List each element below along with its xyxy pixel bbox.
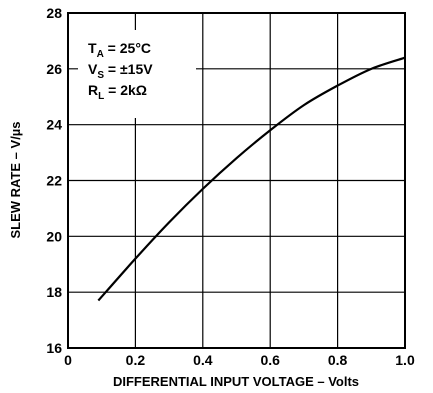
- y-tick-label: 20: [46, 228, 62, 244]
- x-tick-label: 0.6: [260, 352, 280, 368]
- conditions-box: [78, 30, 196, 118]
- y-tick-label: 18: [46, 284, 62, 300]
- y-tick-label: 16: [46, 340, 62, 356]
- series-layer: [97, 56, 406, 302]
- x-axis-title: DIFFERENTIAL INPUT VOLTAGE – Volts: [113, 374, 359, 389]
- x-tick-labels: 0 0.2 0.4 0.6 0.8 1.0: [64, 352, 415, 368]
- plot-frame: [67, 12, 406, 349]
- x-tick-label: 0.4: [193, 352, 213, 368]
- grid-lines: [68, 13, 405, 348]
- x-tick-label: 1.0: [395, 352, 415, 368]
- condition-rl: RL = 2kΩ: [88, 82, 147, 102]
- y-tick-labels: 16 18 20 22 24 26 28: [46, 5, 62, 356]
- condition-vs: VS = ±15V: [88, 61, 153, 81]
- x-tick-label: 0.8: [328, 352, 348, 368]
- y-tick-label: 26: [46, 61, 62, 77]
- x-tick-label: 0.2: [126, 352, 146, 368]
- condition-ta: TA = 25°C: [88, 40, 151, 60]
- x-tick-label: 0: [64, 352, 72, 368]
- y-tick-label: 24: [46, 117, 62, 133]
- y-axis-title: SLEW RATE – V/µs: [8, 121, 23, 238]
- series-line-0: [97, 56, 406, 302]
- y-tick-label: 22: [46, 173, 62, 189]
- y-tick-label: 28: [46, 5, 62, 21]
